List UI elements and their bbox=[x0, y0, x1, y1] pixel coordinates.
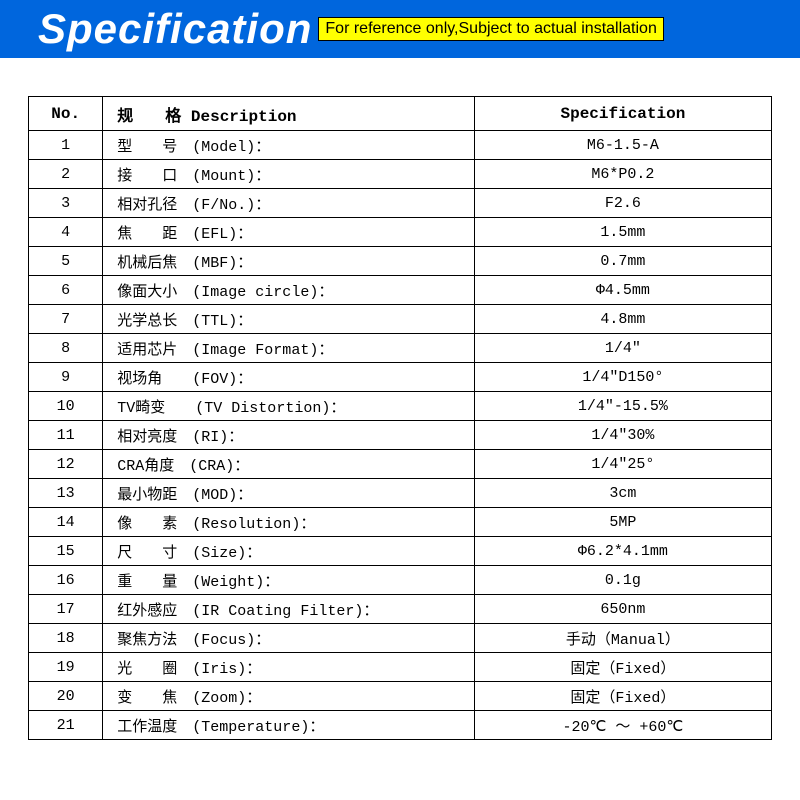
cell-specification: 固定（Fixed） bbox=[474, 682, 771, 711]
cell-specification: 650nm bbox=[474, 595, 771, 624]
table-header-row: No. 规 格 Description Specification bbox=[29, 97, 772, 131]
cell-description: TV畸变 (TV Distortion)： bbox=[103, 392, 475, 421]
table-row: 17红外感应 (IR Coating Filter)：650nm bbox=[29, 595, 772, 624]
cell-description: 像面大小 (Image circle)： bbox=[103, 276, 475, 305]
cell-specification: 1/4″25° bbox=[474, 450, 771, 479]
table-row: 10TV畸变 (TV Distortion)：1/4″-15.5% bbox=[29, 392, 772, 421]
table-row: 21工作温度 (Temperature)：-20℃ ～ +60℃ bbox=[29, 711, 772, 740]
cell-specification: Φ4.5mm bbox=[474, 276, 771, 305]
cell-no: 9 bbox=[29, 363, 103, 392]
spec-table: No. 规 格 Description Specification 1型 号 (… bbox=[28, 96, 772, 740]
cell-no: 10 bbox=[29, 392, 103, 421]
cell-description: 视场角 (FOV)： bbox=[103, 363, 475, 392]
cell-no: 3 bbox=[29, 189, 103, 218]
banner-note: For reference only,Subject to actual ins… bbox=[318, 17, 663, 41]
cell-specification: 4.8mm bbox=[474, 305, 771, 334]
cell-specification: M6-1.5-A bbox=[474, 131, 771, 160]
cell-no: 13 bbox=[29, 479, 103, 508]
cell-description: 焦 距 (EFL)： bbox=[103, 218, 475, 247]
cell-description: 接 口 (Mount)： bbox=[103, 160, 475, 189]
cell-specification: 1/4″-15.5% bbox=[474, 392, 771, 421]
cell-description: 机械后焦 (MBF)： bbox=[103, 247, 475, 276]
cell-description: 聚焦方法 (Focus)： bbox=[103, 624, 475, 653]
table-row: 7光学总长 (TTL)：4.8mm bbox=[29, 305, 772, 334]
cell-no: 14 bbox=[29, 508, 103, 537]
cell-specification: 固定（Fixed） bbox=[474, 653, 771, 682]
table-row: 8适用芯片 (Image Format)：1/4″ bbox=[29, 334, 772, 363]
col-header-no: No. bbox=[29, 97, 103, 131]
cell-specification: 1/4″ bbox=[474, 334, 771, 363]
cell-description: 相对孔径 (F/No.)： bbox=[103, 189, 475, 218]
cell-no: 11 bbox=[29, 421, 103, 450]
table-row: 20变 焦 (Zoom)：固定（Fixed） bbox=[29, 682, 772, 711]
cell-description: 变 焦 (Zoom)： bbox=[103, 682, 475, 711]
banner-title: Specification bbox=[38, 5, 312, 53]
table-container: No. 规 格 Description Specification 1型 号 (… bbox=[0, 58, 800, 740]
cell-description: CRA角度 (CRA)： bbox=[103, 450, 475, 479]
cell-description: 适用芯片 (Image Format)： bbox=[103, 334, 475, 363]
cell-no: 7 bbox=[29, 305, 103, 334]
cell-description: 光学总长 (TTL)： bbox=[103, 305, 475, 334]
table-body: 1型 号 (Model)：M6-1.5-A2接 口 (Mount)：M6*P0.… bbox=[29, 131, 772, 740]
table-row: 5机械后焦 (MBF)：0.7mm bbox=[29, 247, 772, 276]
cell-description: 红外感应 (IR Coating Filter)： bbox=[103, 595, 475, 624]
table-row: 19光 圈 (Iris)：固定（Fixed） bbox=[29, 653, 772, 682]
header-banner: Specification For reference only,Subject… bbox=[0, 0, 800, 58]
table-row: 13最小物距 (MOD)：3cm bbox=[29, 479, 772, 508]
cell-no: 17 bbox=[29, 595, 103, 624]
cell-description: 型 号 (Model)： bbox=[103, 131, 475, 160]
col-header-spec: Specification bbox=[474, 97, 771, 131]
cell-specification: 1/4″30% bbox=[474, 421, 771, 450]
cell-description: 重 量 (Weight)： bbox=[103, 566, 475, 595]
cell-no: 2 bbox=[29, 160, 103, 189]
cell-specification: 5MP bbox=[474, 508, 771, 537]
cell-no: 4 bbox=[29, 218, 103, 247]
cell-specification: 0.1g bbox=[474, 566, 771, 595]
cell-description: 像 素 (Resolution)： bbox=[103, 508, 475, 537]
table-row: 1型 号 (Model)：M6-1.5-A bbox=[29, 131, 772, 160]
table-row: 12CRA角度 (CRA)：1/4″25° bbox=[29, 450, 772, 479]
cell-specification: M6*P0.2 bbox=[474, 160, 771, 189]
cell-specification: 0.7mm bbox=[474, 247, 771, 276]
cell-description: 工作温度 (Temperature)： bbox=[103, 711, 475, 740]
table-row: 9视场角 (FOV)：1/4″D150° bbox=[29, 363, 772, 392]
table-row: 11相对亮度 (RI)：1/4″30% bbox=[29, 421, 772, 450]
cell-no: 6 bbox=[29, 276, 103, 305]
cell-specification: Φ6.2*4.1mm bbox=[474, 537, 771, 566]
cell-no: 19 bbox=[29, 653, 103, 682]
cell-no: 20 bbox=[29, 682, 103, 711]
cell-no: 21 bbox=[29, 711, 103, 740]
cell-specification: 手动（Manual） bbox=[474, 624, 771, 653]
cell-no: 18 bbox=[29, 624, 103, 653]
col-header-desc: 规 格 Description bbox=[103, 97, 475, 131]
cell-no: 8 bbox=[29, 334, 103, 363]
cell-no: 5 bbox=[29, 247, 103, 276]
cell-no: 12 bbox=[29, 450, 103, 479]
table-row: 18聚焦方法 (Focus)：手动（Manual） bbox=[29, 624, 772, 653]
cell-no: 16 bbox=[29, 566, 103, 595]
table-row: 2接 口 (Mount)：M6*P0.2 bbox=[29, 160, 772, 189]
cell-specification: -20℃ ～ +60℃ bbox=[474, 711, 771, 740]
cell-specification: 1/4″D150° bbox=[474, 363, 771, 392]
table-row: 14像 素 (Resolution)：5MP bbox=[29, 508, 772, 537]
cell-no: 15 bbox=[29, 537, 103, 566]
cell-specification: 3cm bbox=[474, 479, 771, 508]
cell-description: 最小物距 (MOD)： bbox=[103, 479, 475, 508]
table-row: 3相对孔径 (F/No.)：F2.6 bbox=[29, 189, 772, 218]
cell-specification: F2.6 bbox=[474, 189, 771, 218]
table-row: 15尺 寸 (Size)：Φ6.2*4.1mm bbox=[29, 537, 772, 566]
table-row: 4焦 距 (EFL)：1.5mm bbox=[29, 218, 772, 247]
cell-specification: 1.5mm bbox=[474, 218, 771, 247]
cell-description: 尺 寸 (Size)： bbox=[103, 537, 475, 566]
table-row: 6像面大小 (Image circle)：Φ4.5mm bbox=[29, 276, 772, 305]
cell-no: 1 bbox=[29, 131, 103, 160]
table-row: 16重 量 (Weight)：0.1g bbox=[29, 566, 772, 595]
cell-description: 光 圈 (Iris)： bbox=[103, 653, 475, 682]
cell-description: 相对亮度 (RI)： bbox=[103, 421, 475, 450]
